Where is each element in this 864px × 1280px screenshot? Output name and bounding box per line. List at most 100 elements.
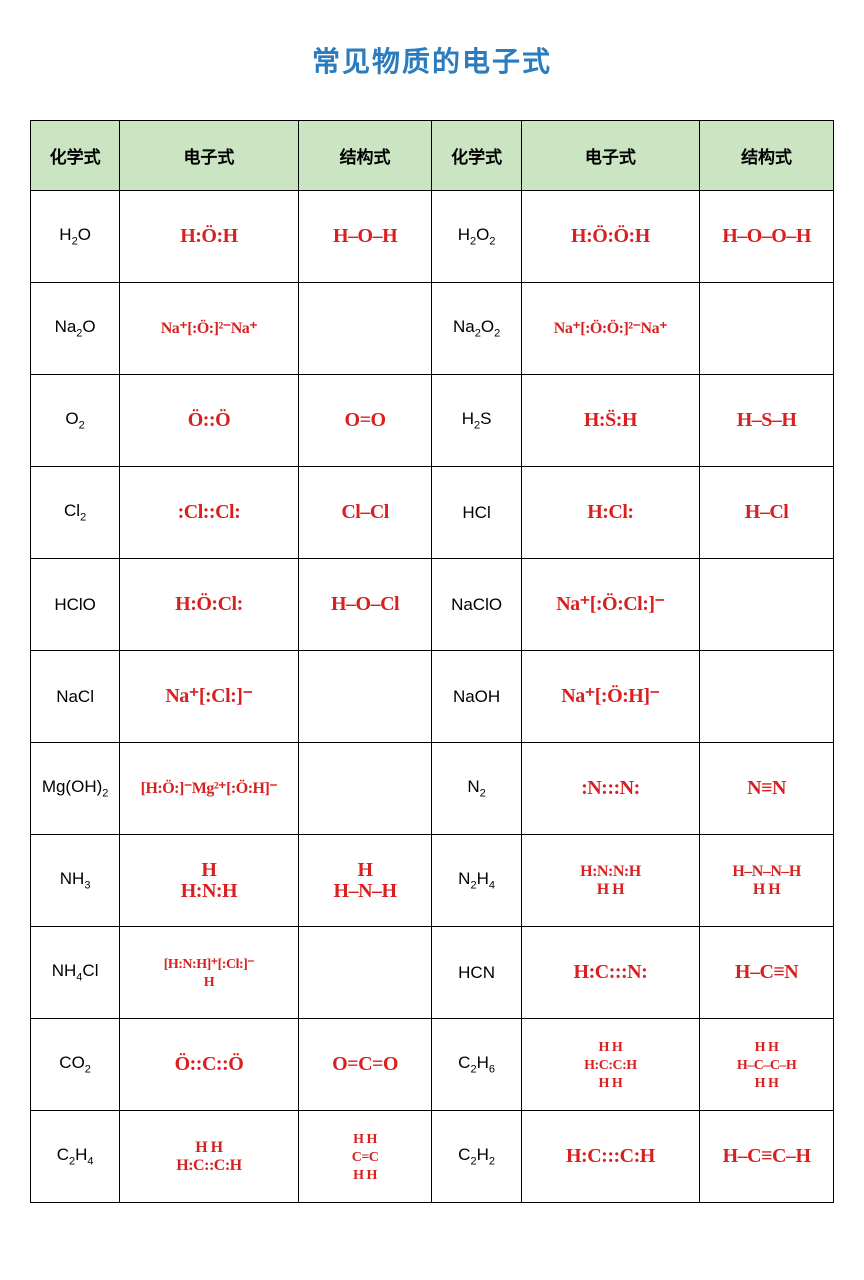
electron-left-value: H:Ö:H xyxy=(180,225,238,247)
formula-right: C2H2 xyxy=(432,1111,521,1203)
table-row: H2O H:Ö:H H–O–H H2O2 H:Ö:Ö:H H–O–O–H xyxy=(31,191,834,283)
electron-left: :Cl::Cl: xyxy=(120,467,298,559)
electron-right-value: H H H:C:C:H H H xyxy=(584,1040,637,1091)
electron-right: H:Cl: xyxy=(521,467,699,559)
formula-left: NaCl xyxy=(31,651,120,743)
formula-left: O2 xyxy=(31,375,120,467)
electron-right: H:Ö:Ö:H xyxy=(521,191,699,283)
formula-left: CO2 xyxy=(31,1019,120,1111)
structure-left xyxy=(298,743,432,835)
structure-left: H H C=C H H xyxy=(298,1111,432,1203)
chem-table: 化学式 电子式 结构式 化学式 电子式 结构式 H2OH:Ö:HH–O–HH2O… xyxy=(30,120,834,1203)
structure-left xyxy=(298,651,432,743)
electron-right: Na⁺[:Ö:Ö:]²⁻Na⁺ xyxy=(521,283,699,375)
formula-left-value: NH3 xyxy=(60,869,91,888)
formula-right: C2H6 xyxy=(432,1019,521,1111)
formula-right-value: NaOH xyxy=(453,687,500,706)
formula-left-value: Cl2 xyxy=(64,501,86,520)
electron-left-value: [H:N:H]⁺[:Cl:]⁻ H xyxy=(164,957,254,990)
table-row: Cl2 :Cl::Cl: Cl–Cl HCl H:Cl:H–Cl xyxy=(31,467,834,559)
electron-right: :N:::N: xyxy=(521,743,699,835)
formula-right: N2 xyxy=(432,743,521,835)
structure-left: O=O xyxy=(298,375,432,467)
electron-left-value: Na⁺[:Cl:]⁻ xyxy=(165,685,252,707)
structure-left-value: Cl–Cl xyxy=(341,501,389,523)
structure-left: H H–N–H xyxy=(298,835,432,927)
structure-right-value: H–S–H xyxy=(737,409,797,431)
table-row: NH3 H H:N:H H H–N–HN2H4H:N:N:H H HH–N–N–… xyxy=(31,835,834,927)
formula-left-value: H2O xyxy=(59,225,91,244)
structure-left: Cl–Cl xyxy=(298,467,432,559)
formula-right-value: NaClO xyxy=(451,595,502,614)
table-body: H2O H:Ö:H H–O–H H2O2 H:Ö:Ö:H H–O–O–H Na2O Na⁺[:… xyxy=(31,191,834,1203)
electron-right: H:S̈:H xyxy=(521,375,699,467)
electron-right-value: Na⁺[:Ö:Cl:]⁻ xyxy=(556,593,664,615)
structure-left-value: H H C=C H H xyxy=(352,1132,379,1183)
formula-left: HClO xyxy=(31,559,120,651)
electron-left-value: H H:N:H xyxy=(181,859,237,902)
structure-right-value: H H H–C–C–H H H xyxy=(737,1040,797,1091)
electron-left-value: Ö::C::Ö xyxy=(175,1053,244,1075)
structure-right-value: H–C≡C–H xyxy=(723,1145,811,1167)
formula-right: NaClO xyxy=(432,559,521,651)
electron-left: Na⁺[:Ö:]²⁻Na⁺ xyxy=(120,283,298,375)
structure-left-value: H–O–H xyxy=(333,225,397,247)
formula-left: C2H4 xyxy=(31,1111,120,1203)
electron-right-value: H:N:N:H H H xyxy=(580,863,640,898)
electron-right-value: H:C:::C:H xyxy=(566,1145,655,1167)
electron-left: H:Ö:Cl: xyxy=(120,559,298,651)
formula-right: H2O2 xyxy=(432,191,521,283)
page: 常见物质的电子式 化学式 电子式 结构式 化学式 电子式 结构式 H2OH:Ö:… xyxy=(0,0,864,1243)
formula-right: H2S xyxy=(432,375,521,467)
structure-right xyxy=(700,559,834,651)
electron-right-value: H:C:::N: xyxy=(574,961,648,983)
formula-right-value: C2H2 xyxy=(458,1145,495,1164)
formula-left: Mg(OH)2 xyxy=(31,743,120,835)
formula-left-value: NaCl xyxy=(56,687,94,706)
table-row: HClOH:Ö:Cl: H–O–Cl NaClO Na⁺[:Ö:Cl:]⁻ xyxy=(31,559,834,651)
electron-right-value: H:Ö:Ö:H xyxy=(571,225,650,247)
electron-left: H:Ö:H xyxy=(120,191,298,283)
structure-right-value: H–O–O–H xyxy=(722,225,811,247)
formula-right-value: HCl xyxy=(462,503,490,522)
formula-left: Na2O xyxy=(31,283,120,375)
electron-left: H H:N:H xyxy=(120,835,298,927)
table-row: NaCl Na⁺[:Cl:]⁻ NaOH Na⁺[:Ö:H]⁻ xyxy=(31,651,834,743)
structure-left-value: H–O–Cl xyxy=(331,593,399,615)
header-formula-right: 化学式 xyxy=(432,121,521,191)
structure-right: H–C≡N xyxy=(700,927,834,1019)
electron-left: [H:N:H]⁺[:Cl:]⁻ H xyxy=(120,927,298,1019)
table-row: NH4Cl[H:N:H]⁺[:Cl:]⁻ HHCNH:C:::N:H–C≡N xyxy=(31,927,834,1019)
formula-left: Cl2 xyxy=(31,467,120,559)
electron-right: H H H:C:C:H H H xyxy=(521,1019,699,1111)
formula-left-value: C2H4 xyxy=(57,1145,94,1164)
formula-left-value: Na2O xyxy=(55,317,96,336)
structure-left xyxy=(298,927,432,1019)
formula-left-value: Mg(OH)2 xyxy=(42,777,109,796)
structure-right xyxy=(700,651,834,743)
page-title: 常见物质的电子式 xyxy=(30,40,834,80)
electron-right-value: Na⁺[:Ö:Ö:]²⁻Na⁺ xyxy=(554,320,667,337)
structure-right: H–Cl xyxy=(700,467,834,559)
formula-right: N2H4 xyxy=(432,835,521,927)
formula-right: HCl xyxy=(432,467,521,559)
electron-left: Ö::Ö xyxy=(120,375,298,467)
electron-right: H:C:::C:H xyxy=(521,1111,699,1203)
formula-right-value: HCN xyxy=(458,963,495,982)
electron-right-value: Na⁺[:Ö:H]⁻ xyxy=(561,685,659,707)
table-row: Na2O Na⁺[:Ö:]²⁻Na⁺ Na2O2 Na⁺[:Ö:Ö:]²⁻Na⁺ xyxy=(31,283,834,375)
formula-right-value: H2S xyxy=(462,409,492,428)
formula-left: H2O xyxy=(31,191,120,283)
structure-right xyxy=(700,283,834,375)
structure-right: H–C≡C–H xyxy=(700,1111,834,1203)
electron-left: Ö::C::Ö xyxy=(120,1019,298,1111)
structure-left: H–O–Cl xyxy=(298,559,432,651)
electron-right: H:N:N:H H H xyxy=(521,835,699,927)
formula-right: Na2O2 xyxy=(432,283,521,375)
electron-right: Na⁺[:Ö:H]⁻ xyxy=(521,651,699,743)
electron-left: [H:Ö:]⁻Mg²⁺[:Ö:H]⁻ xyxy=(120,743,298,835)
header-formula-left: 化学式 xyxy=(31,121,120,191)
structure-right: H H H–C–C–H H H xyxy=(700,1019,834,1111)
structure-left-value: H H–N–H xyxy=(334,859,397,902)
structure-right: H–O–O–H xyxy=(700,191,834,283)
